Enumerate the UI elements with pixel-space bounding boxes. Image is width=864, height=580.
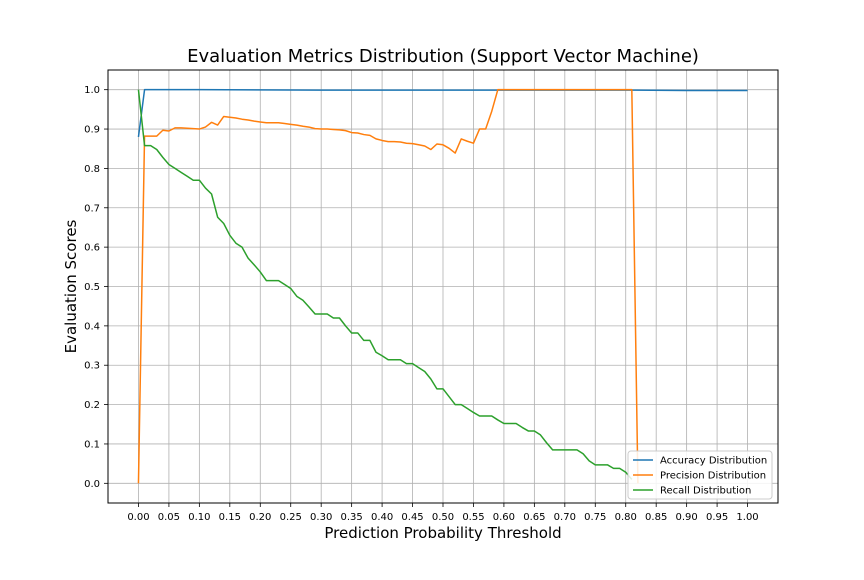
- x-tick-label: 0.95: [706, 512, 728, 523]
- precision-distribution-legend-label: Precision Distribution: [660, 471, 766, 482]
- y-tick-label: 0.8: [84, 164, 100, 175]
- series-lines: [137, 88, 748, 484]
- x-tick-label: 0.40: [371, 512, 393, 523]
- recall-distribution-legend-label: Recall Distribution: [660, 486, 751, 497]
- x-tick-label: 0.15: [219, 512, 241, 523]
- x-tick-label: 0.35: [341, 512, 363, 523]
- x-tick-label: 1.00: [736, 512, 758, 523]
- accuracy-distribution-legend-label: Accuracy Distribution: [660, 456, 767, 467]
- x-tick-label: 0.50: [432, 512, 454, 523]
- x-tick-label: 0.55: [462, 512, 484, 523]
- x-tick-label: 0.90: [676, 512, 698, 523]
- y-tick-label: 0.4: [84, 321, 100, 332]
- x-tick-label: 0.10: [188, 512, 210, 523]
- legend-box: [627, 450, 773, 500]
- x-tick-label: 0.20: [249, 512, 271, 523]
- y-tick-label: 1.0: [84, 85, 100, 96]
- y-axis-label: Evaluation Scores: [62, 219, 80, 353]
- x-tick-label: 0.65: [523, 512, 545, 523]
- y-tick-label: 0.3: [84, 361, 100, 372]
- x-tick-label: 0.25: [280, 512, 302, 523]
- accuracy-distribution-line: [137, 88, 748, 138]
- x-tick-label: 0.60: [493, 512, 515, 523]
- x-tick-label: 0.45: [401, 512, 423, 523]
- y-tick-label: 0.1: [84, 439, 100, 450]
- y-tick-label: 0.2: [84, 400, 100, 411]
- y-tick-label: 0.0: [84, 479, 100, 490]
- x-axis-label: Prediction Probability Threshold: [324, 524, 561, 542]
- x-tick-label: 0.70: [554, 512, 576, 523]
- x-tick-label: 0.80: [615, 512, 637, 523]
- axis-ticks: 0.00 0.05 0.10 0.15 0.20 0.25 0.30 0.35 0.40 0.45…: [84, 85, 759, 523]
- y-tick-label: 0.7: [84, 203, 100, 214]
- x-tick-label: 0.30: [310, 512, 332, 523]
- precision-distribution-line: [137, 88, 639, 484]
- y-tick-label: 0.6: [84, 243, 100, 254]
- y-tick-label: 0.9: [84, 125, 100, 136]
- recall-distribution-line: [137, 89, 633, 480]
- x-tick-label: 0.85: [645, 512, 667, 523]
- legend: Accuracy Distribution Precision Distribut…: [627, 450, 773, 500]
- chart-title: Evaluation Metrics Distribution (Support…: [187, 46, 699, 67]
- x-tick-label: 0.00: [127, 512, 149, 523]
- x-tick-label: 0.75: [584, 512, 606, 523]
- x-tick-label: 0.05: [158, 512, 180, 523]
- y-tick-label: 0.5: [84, 282, 100, 293]
- grid-lines: [108, 70, 778, 503]
